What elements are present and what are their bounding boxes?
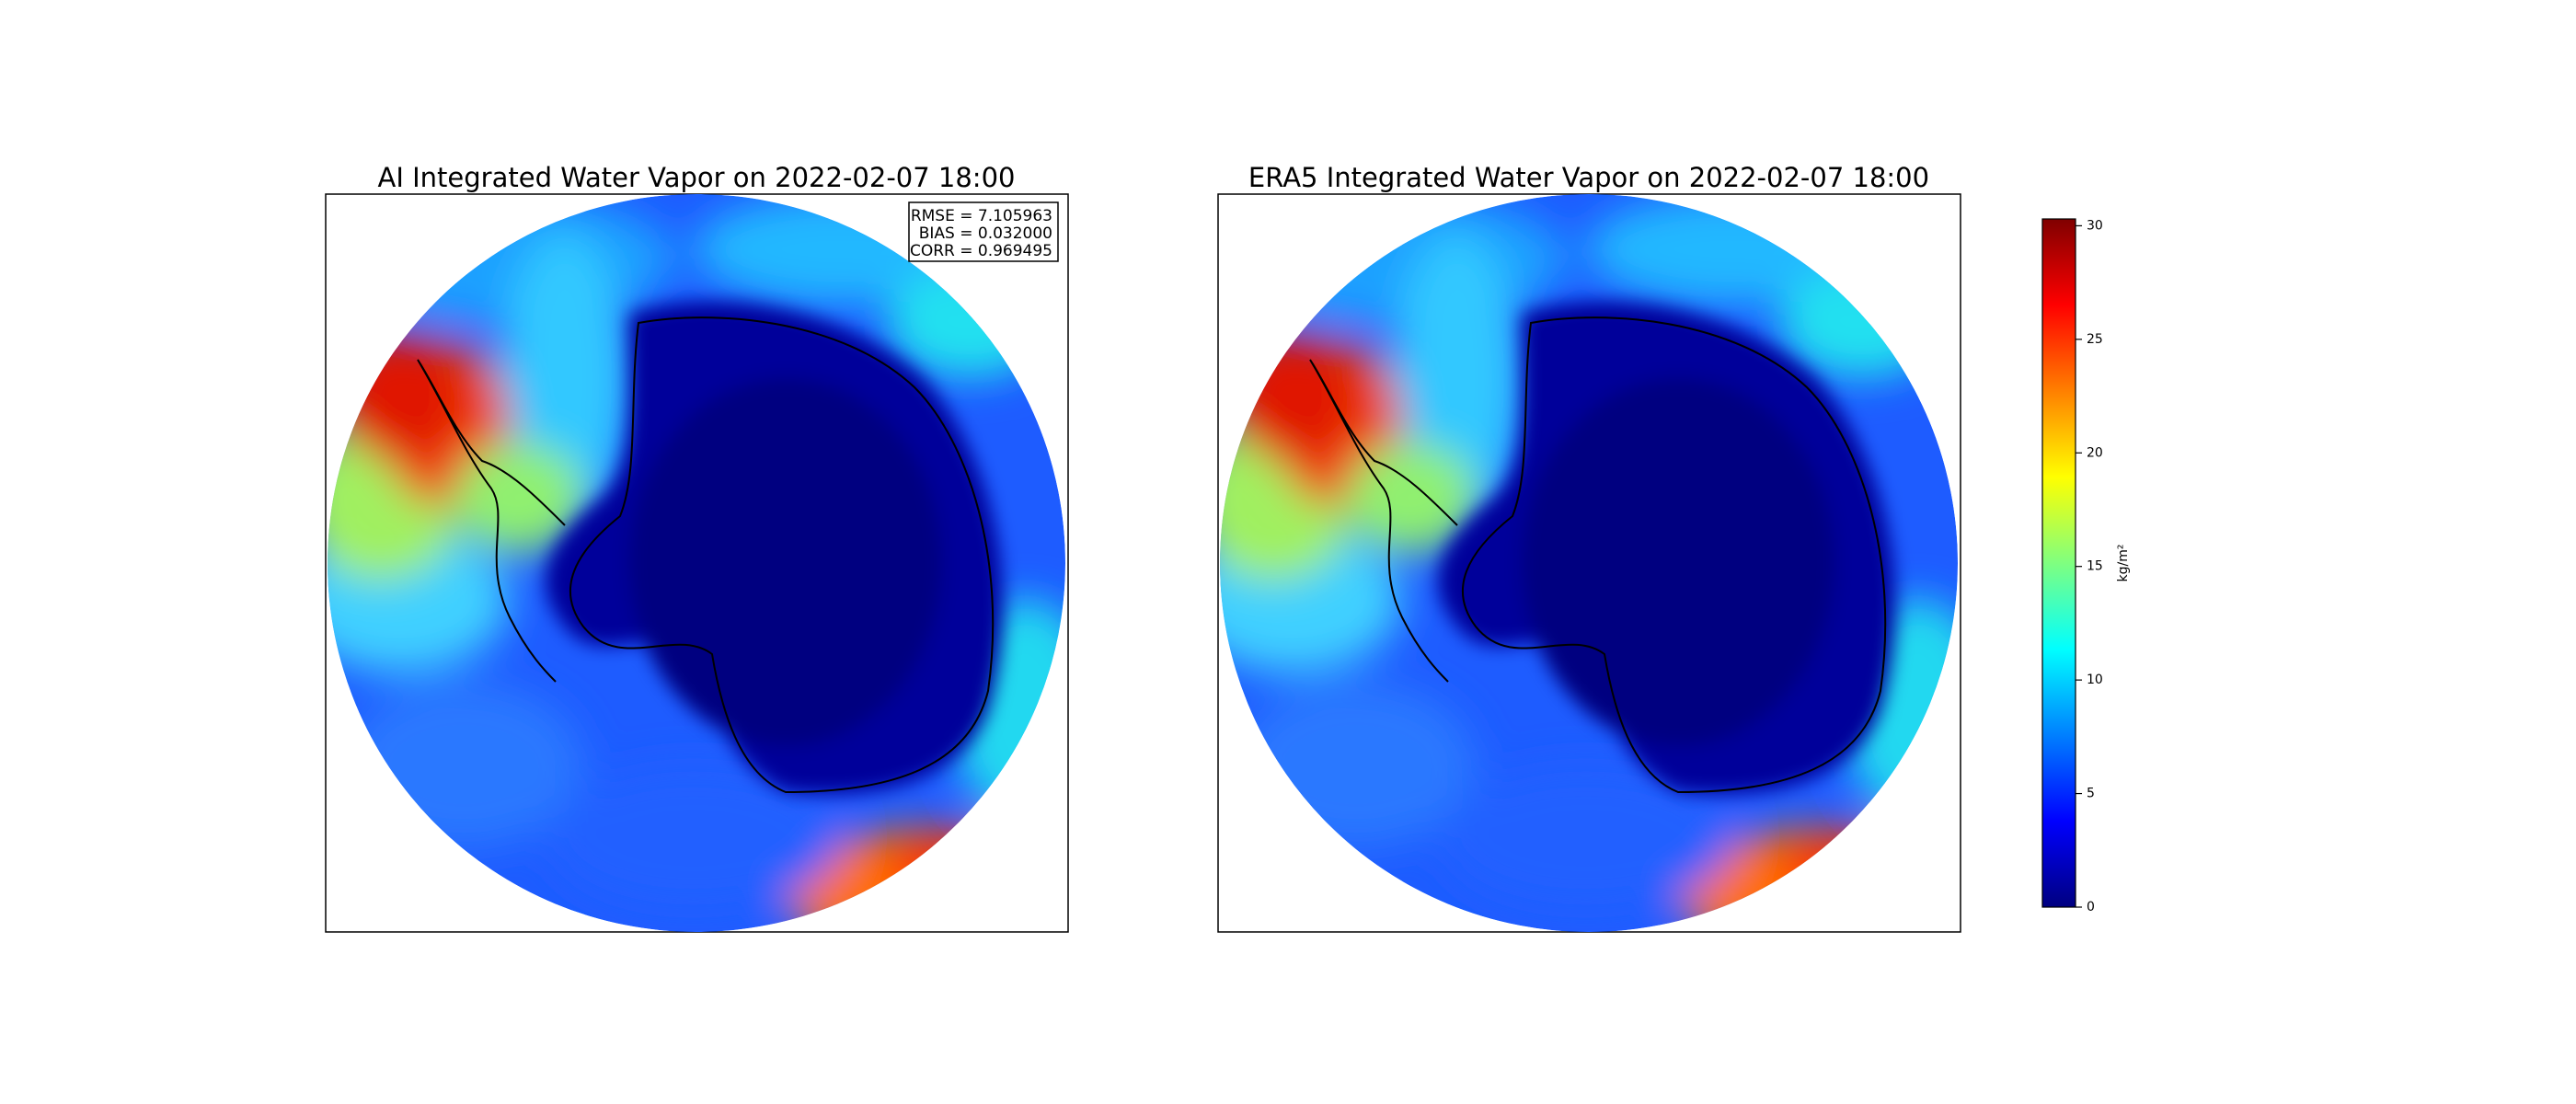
stats-box <box>908 201 1059 262</box>
tick-label: 10 <box>2087 673 2103 687</box>
tick-label: 15 <box>2087 559 2103 574</box>
tick-label: 0 <box>2087 900 2095 914</box>
tick-label: 5 <box>2087 787 2095 801</box>
stat-line: BIAS = 0.032000 <box>919 224 1052 243</box>
tick-label: 25 <box>2087 332 2103 347</box>
panel-title: AI Integrated Water Vapor on 2022-02-07 … <box>378 162 1016 193</box>
panel-title: ERA5 Integrated Water Vapor on 2022-02-0… <box>1248 162 1929 193</box>
colorbar <box>2041 218 2076 908</box>
stat-line: CORR = 0.969495 <box>910 242 1052 260</box>
tick-label: 30 <box>2087 218 2103 233</box>
colorbar-label: kg/m² <box>2116 545 2131 582</box>
tick-label: 20 <box>2087 445 2103 460</box>
stat-line: RMSE = 7.105963 <box>911 207 1052 225</box>
